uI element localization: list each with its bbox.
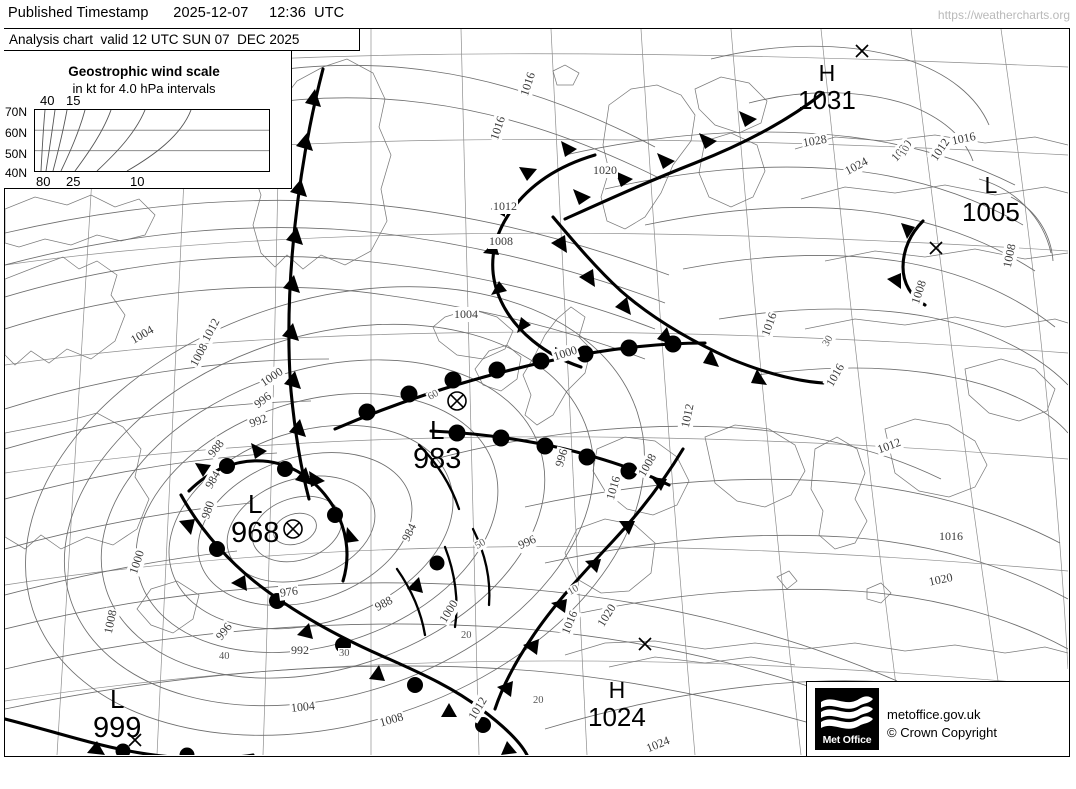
pressure-centre-value: 1024 (588, 702, 646, 732)
analysis-title-bar: Analysis chart valid 12 UTC SUN 07 DEC 2… (4, 29, 360, 51)
metoffice-logo: Met Office (815, 688, 879, 750)
crown-copyright: © Crown Copyright (887, 725, 998, 740)
pressure-centre-markers (128, 44, 943, 747)
occluded-front-l999 (5, 717, 255, 755)
isobar-label: 992 (290, 643, 310, 658)
isobar-label: 976 (277, 583, 300, 601)
metoffice-url: metoffice.gov.uk (887, 707, 981, 722)
legend-lat-40n: 40N (5, 166, 28, 180)
published-timestamp: Published Timestamp 2025-12-07 12:36 UTC (8, 5, 345, 21)
graticule-label: 20 (460, 630, 473, 641)
graticule-label: 20 (532, 695, 545, 706)
graticule-label: 30 (338, 648, 351, 659)
isobar-label: 1004 (289, 698, 317, 716)
pressure-centre-kind: H (608, 677, 626, 703)
pressure-centre-l-1005: L 1005 (962, 172, 1020, 227)
isobar-label: 1016 (938, 529, 964, 544)
legend-lat-50n: 50N (5, 147, 28, 161)
geostrophic-wind-scale-legend: Geostrophic wind scale in kt for 4.0 hPa… (4, 51, 292, 189)
isobar-label: 1004 (453, 307, 479, 322)
warm-front-south (429, 424, 671, 487)
metoffice-wave-icon (821, 696, 873, 729)
synoptic-map[interactable]: .coast{fill:none;stroke:#7b7b7b;stroke-w… (4, 28, 1070, 757)
pressure-centre-kind: L (109, 684, 125, 714)
metoffice-credit-box: Met Office metoffice.gov.uk © Crown Copy… (806, 681, 1070, 757)
cold-front-scandinavia (563, 91, 825, 221)
legend-subtitle: in kt for 4.0 hPa intervals (72, 81, 216, 96)
legend-title: Geostrophic wind scale (68, 64, 220, 79)
legend-plot-box (34, 109, 270, 172)
site-watermark: https://weathercharts.org (937, 8, 1070, 22)
page-header: Published Timestamp 2025-12-07 12:36 UTC… (0, 0, 1076, 28)
pressure-centre-kind: L (429, 415, 445, 445)
occlusion-arcs (395, 443, 491, 637)
isobar-label: 1008 (488, 234, 514, 249)
pressure-centre-l-968: L 968 (231, 491, 279, 548)
pressure-centre-kind: L (247, 489, 263, 519)
metoffice-logo-text: Met Office (822, 734, 872, 746)
legend-speed-40: 40 (40, 93, 55, 108)
pressure-centre-h-1031: H 1031 (798, 60, 856, 115)
legend-speed-80: 80 (36, 174, 51, 189)
pressure-centre-value: 983 (413, 443, 462, 475)
graticule-label: 40 (218, 651, 231, 662)
legend-speed-15: 15 (66, 93, 81, 108)
legend-curves (35, 109, 269, 172)
legend-lat-60n: 60N (5, 126, 28, 140)
warm-front-north (333, 335, 707, 431)
legend-speed-25: 25 (66, 174, 81, 189)
pressure-centre-value: 1031 (798, 85, 856, 115)
pressure-centre-value: 999 (93, 712, 142, 744)
isobar-label: 1012 (492, 199, 518, 214)
pressure-centre-h-1024: H 1024 (588, 677, 646, 732)
pressure-centre-value: 968 (231, 517, 280, 549)
pressure-centre-kind: H (818, 60, 836, 86)
cold-front-northsea (551, 215, 825, 385)
pressure-centre-kind: L (984, 172, 998, 198)
pressure-centre-l-999: L 999 (93, 686, 141, 743)
pressure-centre-value: 1005 (962, 197, 1020, 227)
occluded-front-main-low (187, 443, 359, 583)
cold-front-iberia (493, 447, 685, 711)
legend-lat-70n: 70N (5, 105, 28, 119)
analysis-title-text: Analysis chart valid 12 UTC SUN 07 DEC 2… (9, 32, 300, 47)
isobar-label: 1020 (592, 163, 618, 178)
cold-front-greenland (282, 67, 325, 501)
pressure-centre-l-983: L 983 (413, 417, 461, 474)
legend-speed-10: 10 (130, 174, 145, 189)
